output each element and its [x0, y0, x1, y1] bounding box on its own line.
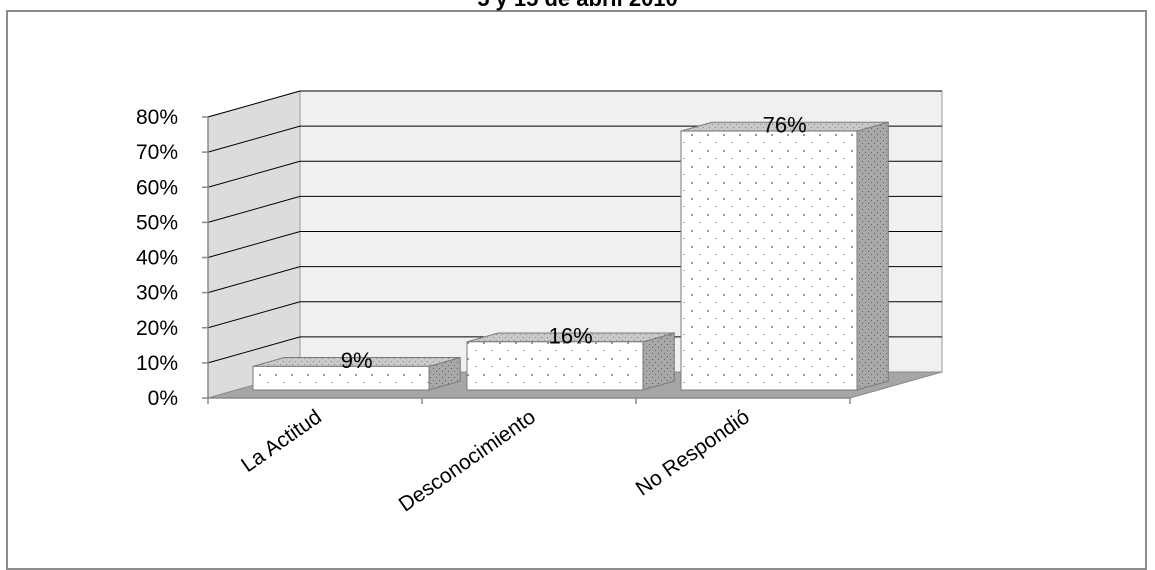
bar-side: [643, 333, 674, 390]
x-tick-label: La Actitud: [237, 405, 326, 477]
bar-front: [681, 131, 857, 390]
y-tick-label: 20%: [136, 317, 178, 340]
y-tick-label: 0%: [148, 387, 178, 410]
x-tick-label: No Respondió: [632, 405, 754, 500]
data-label: 76%: [763, 113, 807, 138]
y-tick-label: 70%: [136, 141, 178, 164]
data-label: 16%: [549, 323, 593, 348]
bar-front: [467, 342, 643, 390]
x-tick-label: Desconocimiento: [395, 405, 540, 516]
y-tick-label: 80%: [136, 106, 178, 129]
y-tick-label: 30%: [136, 282, 178, 305]
bar-side: [857, 122, 888, 390]
y-tick-label: 40%: [136, 247, 178, 270]
y-tick-label: 50%: [136, 211, 178, 234]
bar-2: 16%: [467, 323, 674, 390]
data-label: 9%: [341, 348, 373, 373]
x-axis: La Actitud Desconocimiento No Respondió: [208, 398, 850, 516]
bar-3: 76%: [681, 113, 888, 390]
y-axis: 0% 10% 20% 30% 40% 50% 60% 70% 80%: [136, 106, 208, 410]
y-tick-label: 10%: [136, 352, 178, 375]
y-tick-label: 60%: [136, 176, 178, 199]
